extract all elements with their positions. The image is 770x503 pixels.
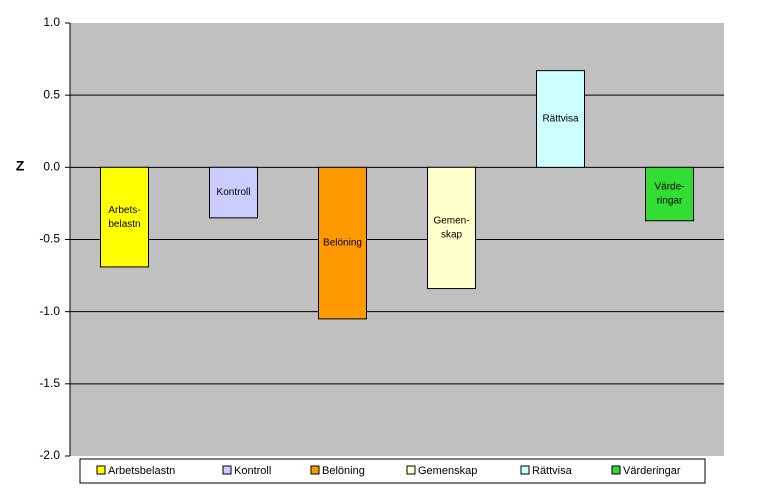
bar-label: Belöning — [323, 238, 362, 249]
bar — [536, 70, 585, 168]
bar — [100, 166, 149, 268]
legend-swatch — [310, 465, 320, 475]
legend-box — [79, 458, 706, 484]
legend-label: Gemenskap — [418, 465, 477, 477]
legend-swatch — [520, 465, 530, 475]
legend-swatch — [96, 465, 106, 475]
legend-label: Kontroll — [234, 465, 271, 477]
legend-label: Värderingar — [623, 465, 681, 477]
bar-label: belastn — [108, 219, 140, 230]
legend-swatch — [222, 465, 232, 475]
bar — [318, 166, 367, 320]
bar-label: Arbets- — [108, 205, 140, 216]
legend-swatch — [406, 465, 416, 475]
bar — [209, 166, 258, 219]
bar-label: Rättvisa — [542, 114, 579, 125]
y-tick-label: -1.5 — [39, 376, 60, 390]
y-tick-label: 0.5 — [43, 87, 60, 101]
bar — [645, 166, 694, 222]
bar-label: Värde- — [654, 182, 684, 193]
bar-label: Kontroll — [217, 187, 251, 198]
bar-label: ringar — [657, 196, 683, 207]
bar-label: skap — [441, 230, 463, 241]
legend-label: Arbetsbelastn — [108, 465, 175, 477]
legend-label: Belöning — [322, 465, 365, 477]
y-tick-label: -1.0 — [39, 304, 60, 318]
y-tick-label: 0.0 — [43, 160, 60, 174]
legend-label: Rättvisa — [532, 465, 573, 477]
y-axis-label: Z — [16, 158, 25, 174]
y-tick-label: -0.5 — [39, 232, 60, 246]
y-tick-label: -2.0 — [39, 448, 60, 462]
legend-swatch — [611, 465, 621, 475]
bar — [427, 166, 476, 290]
bar-label: Gemen- — [433, 216, 469, 227]
y-tick-label: 1.0 — [43, 15, 60, 29]
